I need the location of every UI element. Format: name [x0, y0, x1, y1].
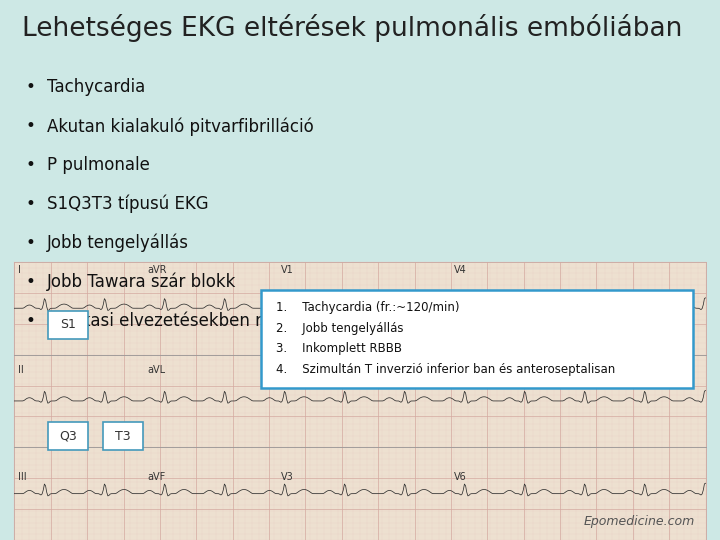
Text: S1Q3T3 típusú EKG: S1Q3T3 típusú EKG [47, 195, 208, 213]
Text: S1: S1 [60, 318, 76, 331]
Text: Jobb Tawara szár blokk: Jobb Tawara szár blokk [47, 273, 236, 291]
Text: T3: T3 [115, 430, 131, 443]
Text: P pulmonale: P pulmonale [47, 156, 150, 174]
FancyBboxPatch shape [103, 422, 143, 450]
Text: Mellkasi elvezetésekben negatív T hullámok: Mellkasi elvezetésekben negatív T hullám… [47, 312, 415, 330]
Text: V2: V2 [281, 365, 294, 375]
Text: Q3: Q3 [59, 430, 76, 443]
Text: aVR: aVR [148, 265, 167, 275]
Text: aVL: aVL [148, 365, 166, 375]
Text: I: I [18, 265, 21, 275]
Text: Jobb tengelyállás: Jobb tengelyállás [47, 234, 189, 252]
Text: •: • [25, 312, 35, 329]
Text: aVF: aVF [148, 471, 166, 482]
Text: 1.    Tachycardia (fr.:~120/min): 1. Tachycardia (fr.:~120/min) [276, 301, 459, 314]
Text: •: • [25, 156, 35, 174]
Text: •: • [25, 117, 35, 135]
FancyBboxPatch shape [48, 310, 88, 339]
Text: V1: V1 [281, 265, 294, 275]
Text: •: • [25, 78, 35, 96]
Text: Lehetséges EKG eltérések pulmonális embóliában: Lehetséges EKG eltérések pulmonális embó… [22, 14, 682, 42]
Text: V4: V4 [454, 265, 467, 275]
Text: 4.    Szimultán T inverzió inferior ban és anteroseptalisan: 4. Szimultán T inverzió inferior ban és … [276, 363, 615, 376]
Text: •: • [25, 195, 35, 213]
Text: Tachycardia: Tachycardia [47, 78, 145, 96]
FancyBboxPatch shape [14, 262, 706, 540]
Text: II: II [18, 365, 24, 375]
Text: 2.    Jobb tengelyállás: 2. Jobb tengelyállás [276, 322, 403, 335]
Text: V6: V6 [454, 471, 467, 482]
FancyBboxPatch shape [261, 290, 693, 388]
Text: •: • [25, 273, 35, 291]
Text: III: III [18, 471, 27, 482]
Text: V3: V3 [281, 471, 294, 482]
Text: •: • [25, 234, 35, 252]
Text: Epomedicine.com: Epomedicine.com [583, 515, 695, 528]
FancyBboxPatch shape [48, 422, 88, 450]
Text: 3.    Inkomplett RBBB: 3. Inkomplett RBBB [276, 342, 402, 355]
Text: V5: V5 [454, 365, 467, 375]
Text: Akutan kialakuló pitvarfibrilláció: Akutan kialakuló pitvarfibrilláció [47, 117, 313, 136]
